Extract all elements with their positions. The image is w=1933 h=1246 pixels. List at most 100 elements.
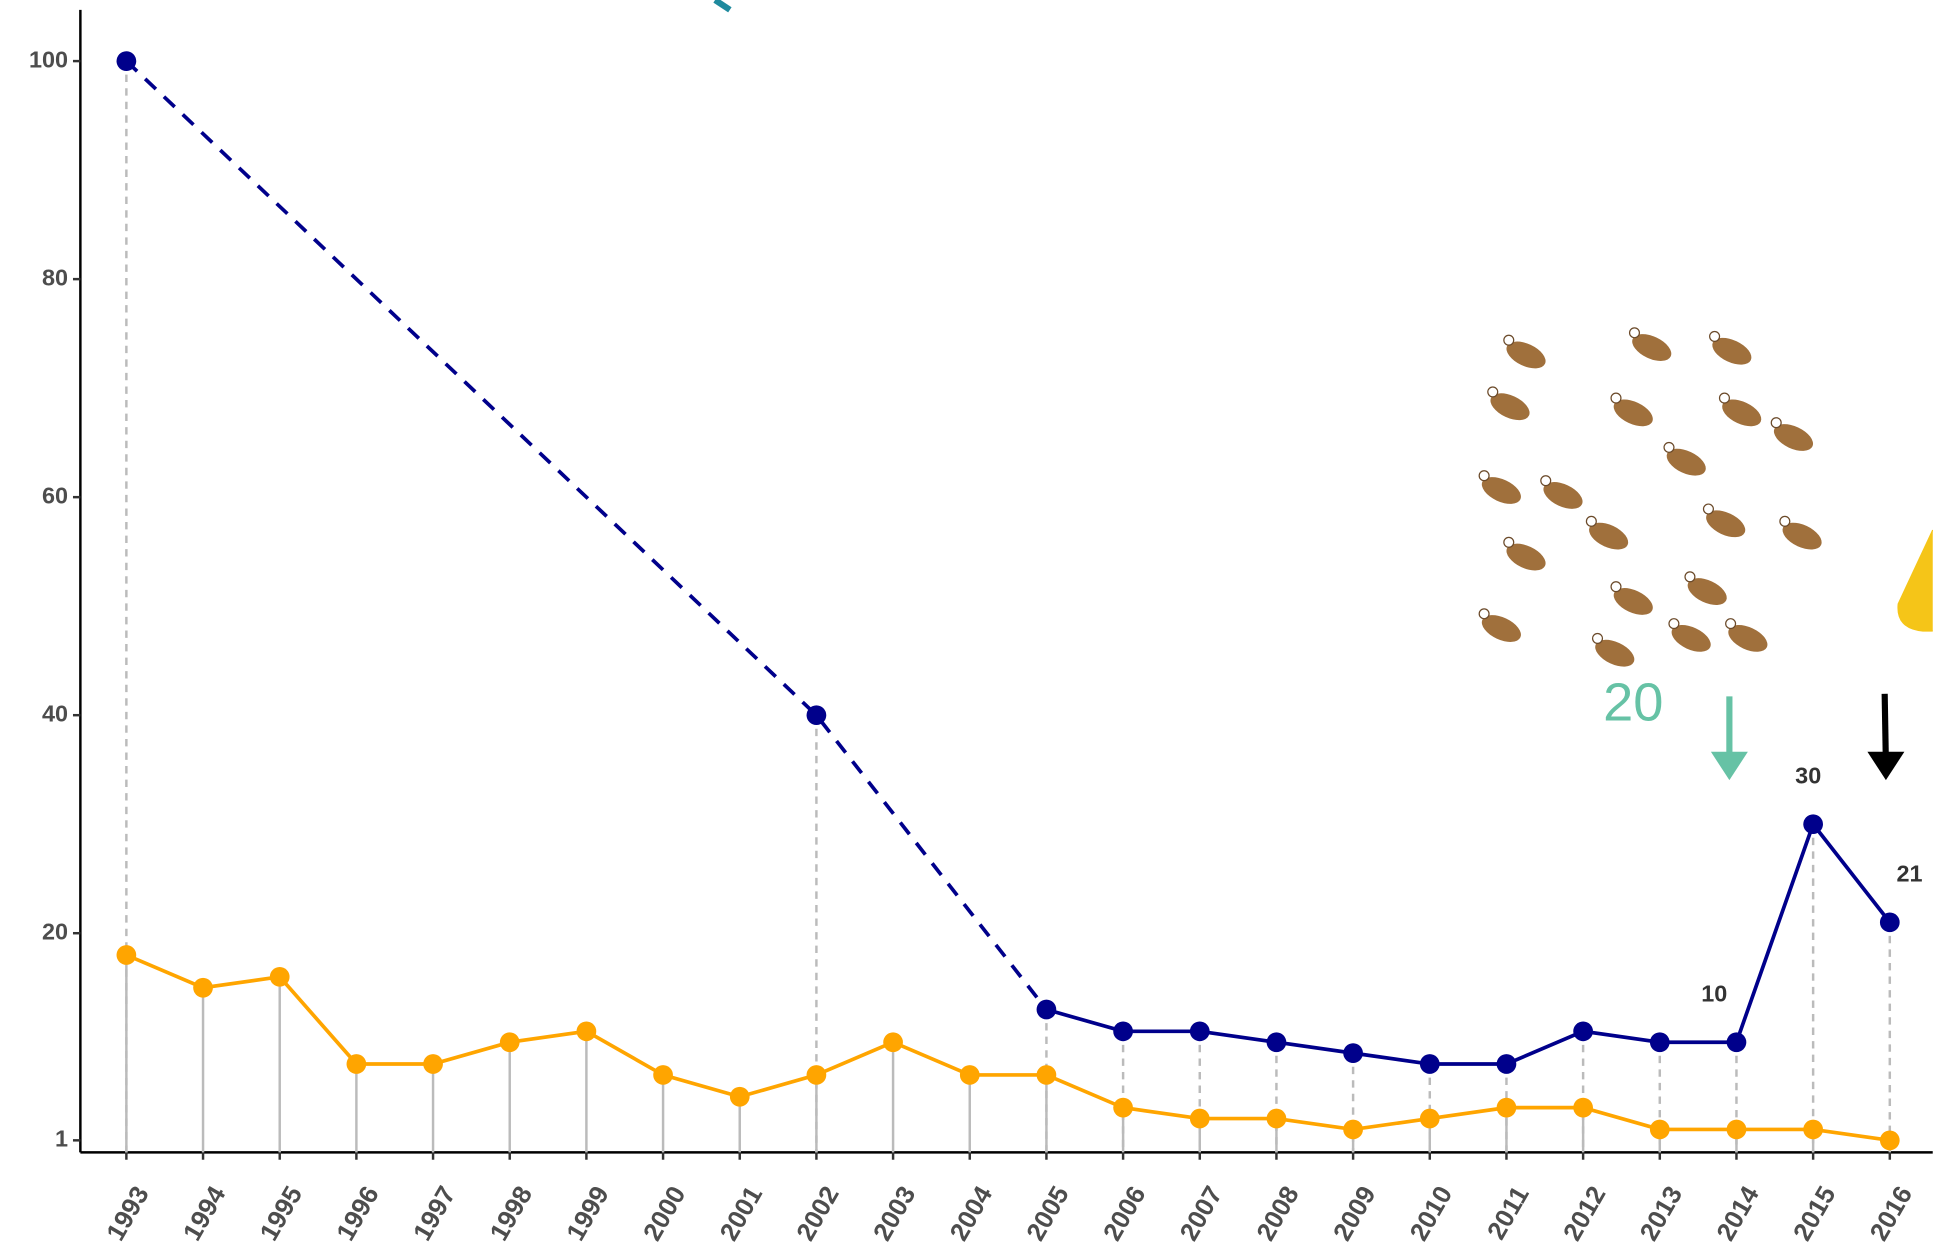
- x-tick-label: 2014: [1712, 1181, 1765, 1245]
- x-tick-label: 1999: [562, 1182, 615, 1246]
- eagle-body: [1589, 522, 1629, 550]
- point: [1726, 1032, 1747, 1053]
- point: [1649, 1119, 1670, 1140]
- point: [1573, 1097, 1593, 1118]
- x-tick-label: 1993: [102, 1182, 155, 1246]
- x-tick-label: 2005: [1022, 1182, 1075, 1246]
- eagle-body: [1671, 625, 1711, 652]
- point: [346, 1054, 367, 1074]
- point: [1343, 1119, 1363, 1140]
- eagle-head: [1591, 632, 1604, 644]
- x-tick-label: 1995: [255, 1182, 308, 1246]
- eagle-head: [1684, 571, 1696, 583]
- point: [1879, 912, 1900, 933]
- eagle-head: [1668, 618, 1680, 630]
- point: [1036, 1065, 1057, 1085]
- eagle-head: [1663, 441, 1675, 453]
- value-label: 10: [1701, 981, 1727, 1007]
- line-segment: [1045, 820, 1892, 1066]
- annotation: 20: [1603, 673, 1663, 733]
- point: [1266, 1032, 1287, 1053]
- arrow-fragment: [713, 0, 732, 13]
- eagle-body: [1666, 448, 1706, 476]
- y-tick-label: 40: [42, 700, 68, 726]
- point: [1573, 1021, 1593, 1042]
- point: [1879, 1130, 1900, 1151]
- eagle-head: [1610, 581, 1622, 593]
- x-tick-label: 2008: [1252, 1182, 1305, 1246]
- point: [1803, 814, 1823, 835]
- eagle-head: [1770, 417, 1782, 429]
- point: [1189, 1108, 1210, 1129]
- x-tick-label: 2013: [1635, 1182, 1688, 1246]
- x-tick-label: 1996: [332, 1182, 385, 1246]
- point: [959, 1065, 980, 1085]
- x-tick-label: 2000: [638, 1182, 691, 1246]
- eagle-head: [1628, 327, 1641, 339]
- eagle-head: [1779, 515, 1791, 527]
- y-tick-label: 80: [42, 264, 68, 290]
- x-tick-label: 2002: [792, 1182, 845, 1246]
- x-tick-label: 2009: [1328, 1182, 1381, 1246]
- eagle-head: [1540, 475, 1552, 487]
- eagle-body: [1595, 639, 1635, 667]
- point: [1803, 1119, 1823, 1140]
- x-tick-label: 2001: [715, 1182, 768, 1246]
- x-tick-label: 2011: [1483, 1182, 1535, 1245]
- eagle-body: [1613, 399, 1653, 427]
- x-tick-label: 2010: [1405, 1182, 1458, 1246]
- point: [1036, 999, 1057, 1020]
- x-tick-label: 2012: [1558, 1182, 1611, 1246]
- point: [193, 977, 213, 998]
- x-tick-label: 2007: [1175, 1182, 1228, 1246]
- eagle-head: [1487, 386, 1499, 398]
- x-tick-label: 2015: [1788, 1182, 1841, 1246]
- eagle-head: [1585, 515, 1597, 527]
- arrow-head: [1710, 751, 1748, 781]
- line-gap-segment: [125, 59, 1048, 1011]
- point: [116, 51, 137, 71]
- point: [1726, 1119, 1747, 1140]
- arrow-head: [1867, 751, 1905, 781]
- eagle-body: [1490, 393, 1530, 421]
- value-label: 30: [1795, 763, 1821, 789]
- eagle-icons: [1478, 327, 1822, 667]
- point: [423, 1054, 443, 1074]
- x-tick-label: 1994: [178, 1181, 231, 1245]
- eagle-head: [1718, 392, 1730, 404]
- eagle-body: [1782, 522, 1822, 550]
- point: [1496, 1097, 1517, 1118]
- eagle-body: [1712, 337, 1752, 365]
- eagle-body: [1706, 510, 1746, 538]
- x-tick-label: 1997: [408, 1182, 461, 1246]
- y-tick-label: 60: [42, 482, 68, 508]
- x-tick-label: 2003: [868, 1182, 921, 1246]
- y-tick-label: 100: [29, 46, 68, 72]
- x-tick-label: 2016: [1865, 1182, 1918, 1246]
- point: [806, 1065, 827, 1085]
- point: [1419, 1108, 1440, 1129]
- eagle-body: [1481, 615, 1521, 642]
- point: [1343, 1043, 1363, 1063]
- point: [499, 1032, 520, 1053]
- eagle-head: [1702, 503, 1714, 515]
- eagle-body: [1632, 334, 1672, 361]
- eagle-head: [1478, 470, 1490, 482]
- x-tick-label: 2004: [945, 1181, 998, 1245]
- eagle-head: [1709, 330, 1721, 343]
- line-segment: [125, 953, 1891, 1143]
- point: [883, 1032, 903, 1053]
- x-tick-label: 1998: [485, 1182, 538, 1246]
- point: [1649, 1032, 1670, 1053]
- eagle-body: [1543, 482, 1583, 509]
- warning-sign: [1897, 529, 1933, 632]
- eagle-body: [1773, 424, 1814, 451]
- eagle-head: [1725, 618, 1737, 630]
- eagle-body: [1481, 477, 1521, 504]
- eagle-head: [1610, 392, 1622, 404]
- point: [1419, 1054, 1440, 1074]
- point: [729, 1086, 750, 1107]
- eagle-body: [1728, 625, 1768, 652]
- point: [576, 1021, 597, 1042]
